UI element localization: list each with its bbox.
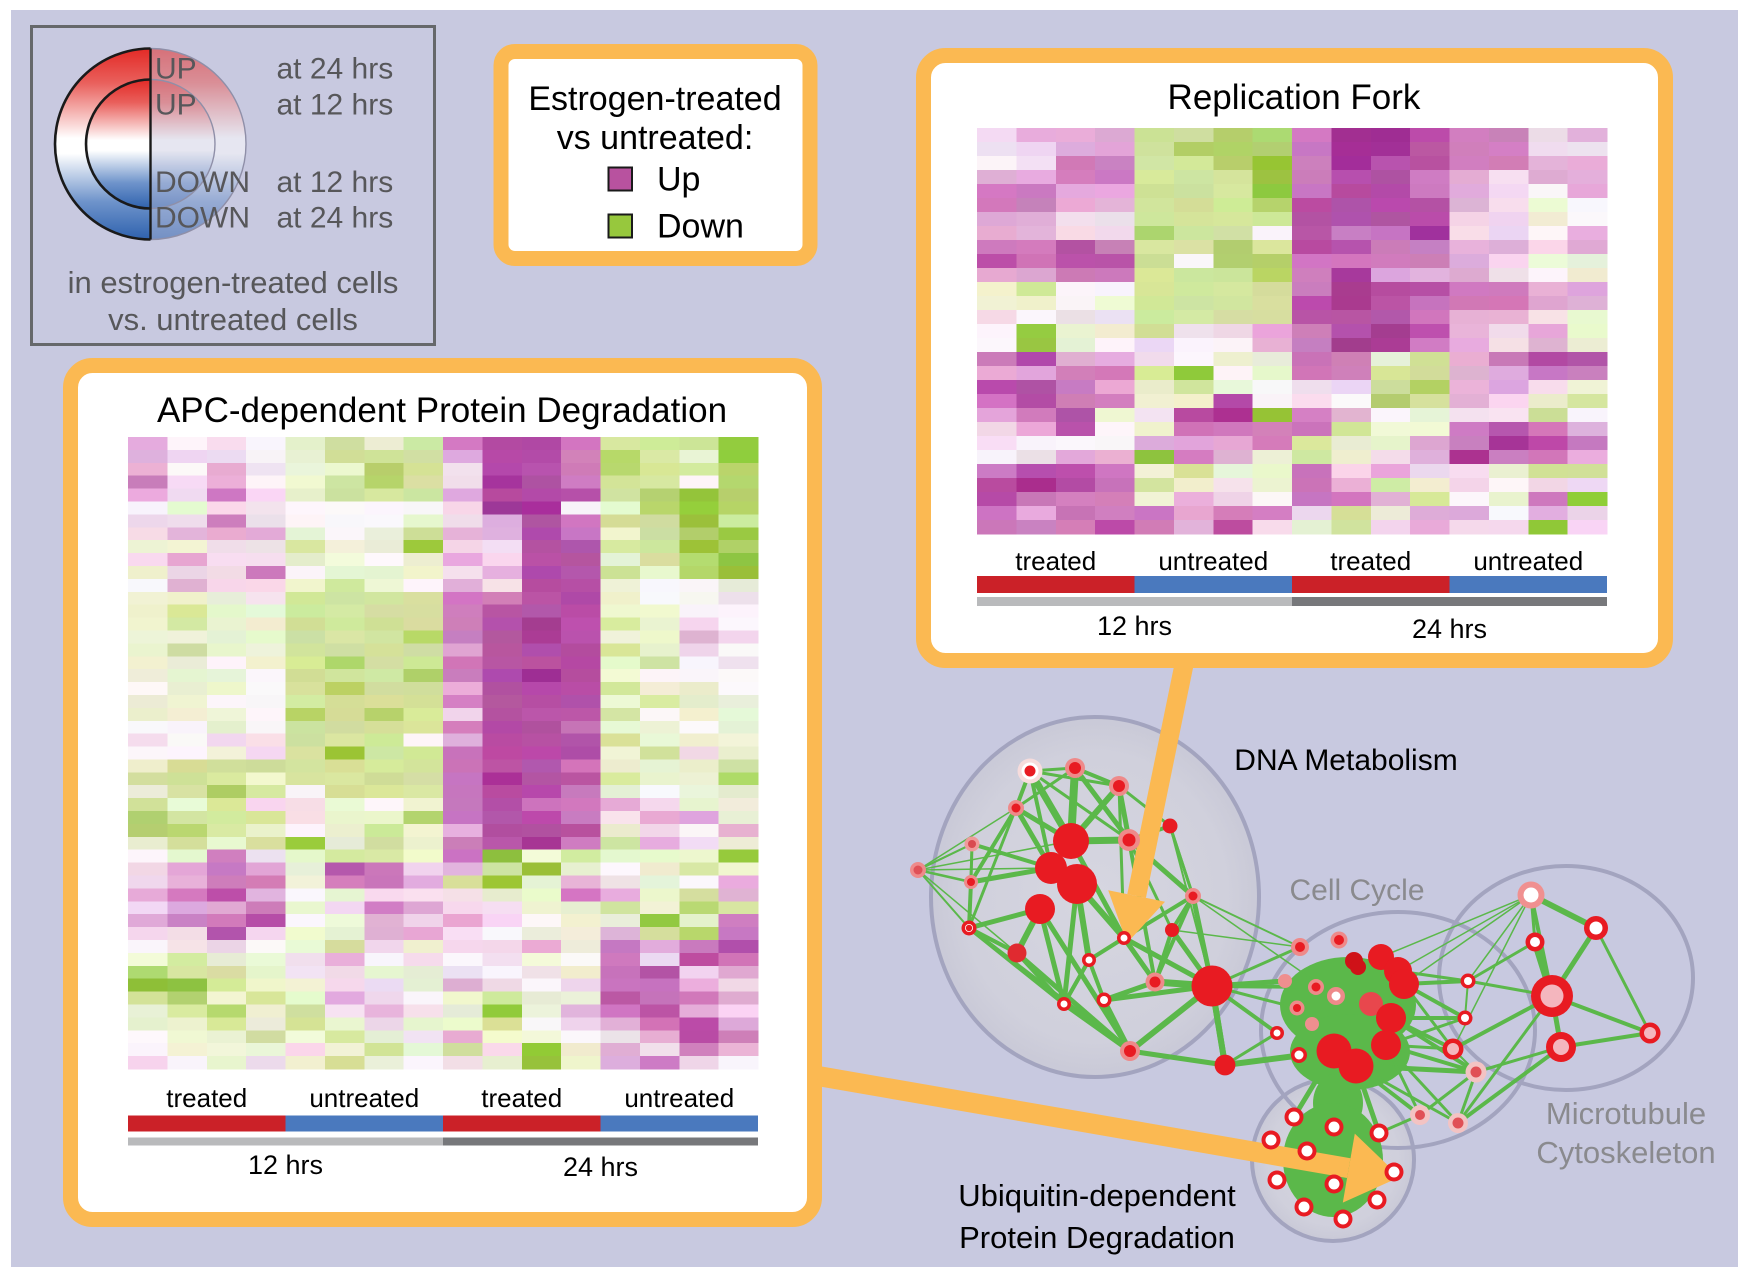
svg-text:at 12 hrs: at 12 hrs (277, 166, 394, 199)
svg-text:at 24 hrs: at 24 hrs (277, 202, 394, 235)
svg-text:at 12 hrs: at 12 hrs (277, 89, 394, 122)
svg-text:treated: treated (481, 1083, 562, 1113)
svg-text:Estrogen-treated: Estrogen-treated (528, 80, 781, 118)
svg-text:UP: UP (155, 53, 197, 86)
svg-text:untreated: untreated (1158, 546, 1268, 576)
svg-text:untreated: untreated (1473, 546, 1583, 576)
svg-text:at 24 hrs: at 24 hrs (277, 53, 394, 86)
svg-text:APC-dependent Protein Degradat: APC-dependent Protein Degradation (157, 391, 727, 430)
svg-text:12 hrs: 12 hrs (248, 1150, 323, 1180)
svg-text:Protein Degradation: Protein Degradation (959, 1220, 1235, 1255)
svg-text:treated: treated (1015, 546, 1096, 576)
svg-text:24 hrs: 24 hrs (563, 1152, 638, 1182)
svg-text:12 hrs: 12 hrs (1097, 611, 1172, 641)
svg-text:vs untreated:: vs untreated: (557, 119, 754, 157)
svg-text:24 hrs: 24 hrs (1412, 614, 1487, 644)
svg-text:DNA Metabolism: DNA Metabolism (1234, 744, 1457, 777)
svg-text:Down: Down (657, 208, 744, 246)
svg-text:untreated: untreated (624, 1083, 734, 1113)
svg-text:Ubiquitin-dependent: Ubiquitin-dependent (958, 1178, 1236, 1213)
svg-text:Up: Up (657, 161, 700, 199)
svg-text:untreated: untreated (309, 1083, 419, 1113)
svg-text:Cell Cycle: Cell Cycle (1289, 874, 1424, 907)
svg-text:Replication Fork: Replication Fork (1168, 78, 1421, 117)
svg-text:in estrogen-treated cells: in estrogen-treated cells (68, 265, 399, 300)
svg-text:vs. untreated cells: vs. untreated cells (108, 302, 358, 337)
svg-text:UP: UP (155, 89, 197, 122)
svg-text:treated: treated (1330, 546, 1411, 576)
svg-text:DOWN: DOWN (155, 166, 250, 199)
svg-text:treated: treated (166, 1083, 247, 1113)
svg-text:DOWN: DOWN (155, 202, 250, 235)
svg-text:Cytoskeleton: Cytoskeleton (1536, 1135, 1715, 1170)
svg-text:Microtubule: Microtubule (1546, 1096, 1706, 1131)
